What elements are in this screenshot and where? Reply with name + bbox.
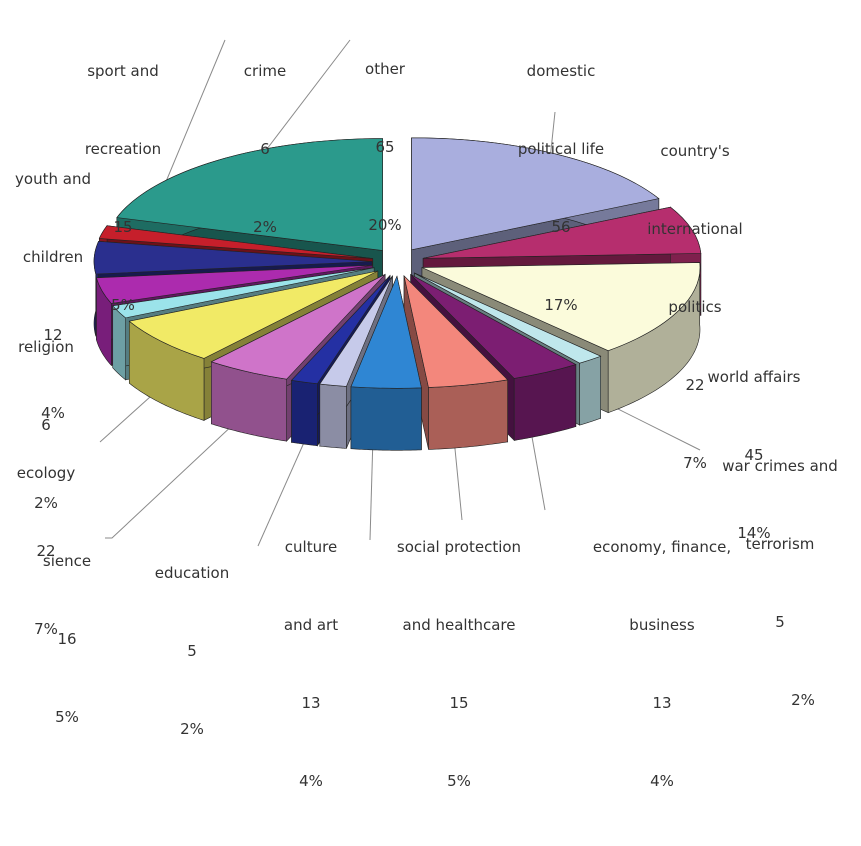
label-religion: religion 6 2%: [18, 338, 74, 512]
label-other: other 65 20%: [365, 60, 405, 234]
slice-5-top: [403, 274, 509, 388]
slice-5-wall: [428, 379, 508, 450]
slice-13-top: [93, 241, 373, 275]
slice-9-top: [210, 274, 386, 380]
label-youth-and-children: youth and children 12 4%: [15, 170, 91, 422]
slice-7-wall: [319, 383, 347, 449]
slice-8-top: [290, 275, 391, 385]
label-sport-and-recreation: sport and recreation 15 5%: [84, 62, 162, 314]
slice-4-top: [410, 274, 577, 379]
label-country-international-politics: country's international politics 22 7%: [647, 142, 743, 472]
pie-chart-stage: sport and recreation 15 5% crime 6 2% ot…: [15, 39, 838, 790]
slice-3-top: [414, 272, 602, 364]
slice-0-top: [411, 137, 660, 251]
slice-1-top: [423, 206, 702, 259]
label-social-protection-and-healthcare: social protection and healthcare 15 5%: [396, 538, 522, 790]
pie-chart-svg: [93, 39, 702, 547]
label-economy-finance-business: economy, finance, business 13 4%: [592, 538, 732, 790]
pie-slices: [93, 137, 702, 451]
label-domestic-political-life: domestic political life 56 17%: [517, 62, 605, 314]
slice-11-top: [112, 267, 375, 319]
label-culture-and-art: culture and art 13 4%: [283, 538, 339, 790]
leader-line-5: [105, 391, 269, 539]
slice-6-top: [350, 275, 422, 389]
label-science: sience 16 5%: [42, 552, 92, 726]
slice-8-wall: [291, 379, 318, 447]
pie-slice-culture-and-art: [350, 275, 422, 451]
slice-7-top: [319, 275, 393, 387]
slice-14-top: [98, 225, 373, 259]
label-crime: crime 6 2%: [243, 62, 287, 236]
slice-2-top: [421, 262, 701, 352]
slice-10-top: [128, 270, 378, 359]
label-world-affairs: world affairs 45 14%: [707, 368, 801, 542]
slice-12-top: [96, 264, 373, 304]
label-education: education 5 2%: [154, 564, 230, 738]
pie-slice-social-protection-and-healthcare: [403, 274, 509, 450]
slice-15-top: [116, 138, 383, 251]
label-war-crimes-and-terrorism: war crimes and terrorism 5 2%: [722, 457, 838, 709]
slice-6-wall: [350, 386, 422, 451]
